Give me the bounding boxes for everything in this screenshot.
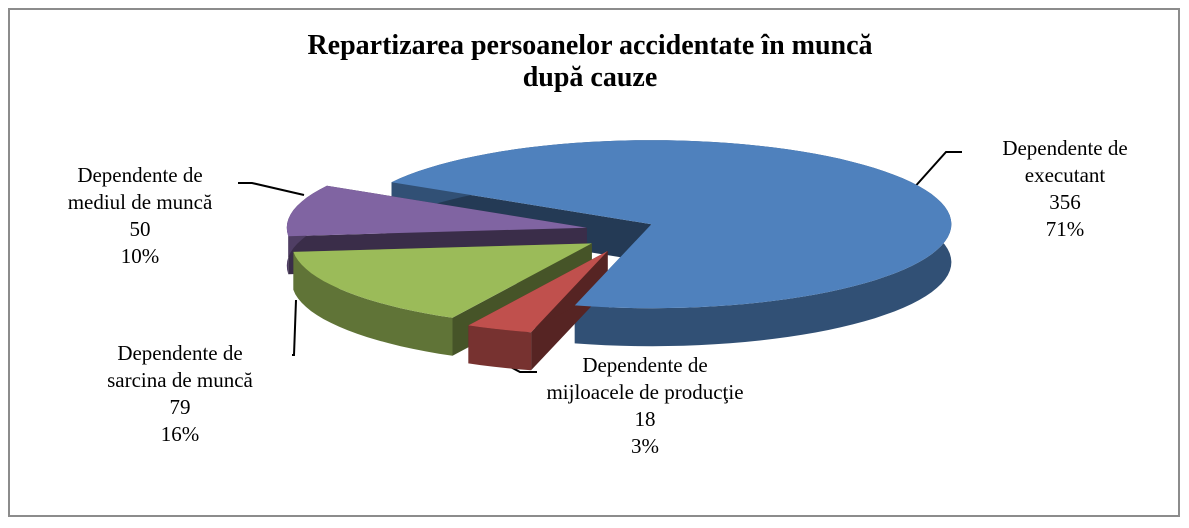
leader-line bbox=[292, 299, 297, 356]
label-percent: 71% bbox=[1045, 217, 1085, 241]
chart-title: Repartizarea persoanelor accidentate în … bbox=[307, 30, 873, 93]
label-value: 18 bbox=[634, 407, 656, 431]
slice bbox=[391, 140, 952, 309]
label-value: 356 bbox=[1049, 190, 1081, 214]
label-percent: 3% bbox=[631, 434, 659, 458]
data-label: Dependente de sarcina de muncă 79 16% bbox=[100, 340, 260, 448]
data-label: Dependente de executant 356 71% bbox=[965, 135, 1165, 243]
label-value: 79 bbox=[169, 395, 191, 419]
data-label: Dependente de mediul de muncă 50 10% bbox=[60, 162, 220, 270]
label-value: 50 bbox=[129, 217, 151, 241]
leader-line bbox=[238, 182, 305, 196]
slice-wall bbox=[468, 325, 532, 371]
label-name: Dependente de executant bbox=[1002, 136, 1128, 187]
leader-line bbox=[911, 151, 962, 191]
label-percent: 10% bbox=[120, 244, 160, 268]
label-percent: 16% bbox=[160, 422, 200, 446]
slice bbox=[293, 243, 592, 318]
label-name: Dependente de mediul de muncă bbox=[67, 163, 213, 214]
slice bbox=[468, 251, 608, 333]
label-name: Dependente de mijloacele de producţie bbox=[546, 353, 744, 404]
chart-frame bbox=[8, 8, 1180, 517]
data-label: Dependente de mijloacele de producţie 18 3… bbox=[545, 352, 745, 460]
slice bbox=[286, 185, 587, 237]
label-name: Dependente de sarcina de muncă bbox=[107, 341, 253, 392]
slice-wall bbox=[293, 251, 453, 356]
